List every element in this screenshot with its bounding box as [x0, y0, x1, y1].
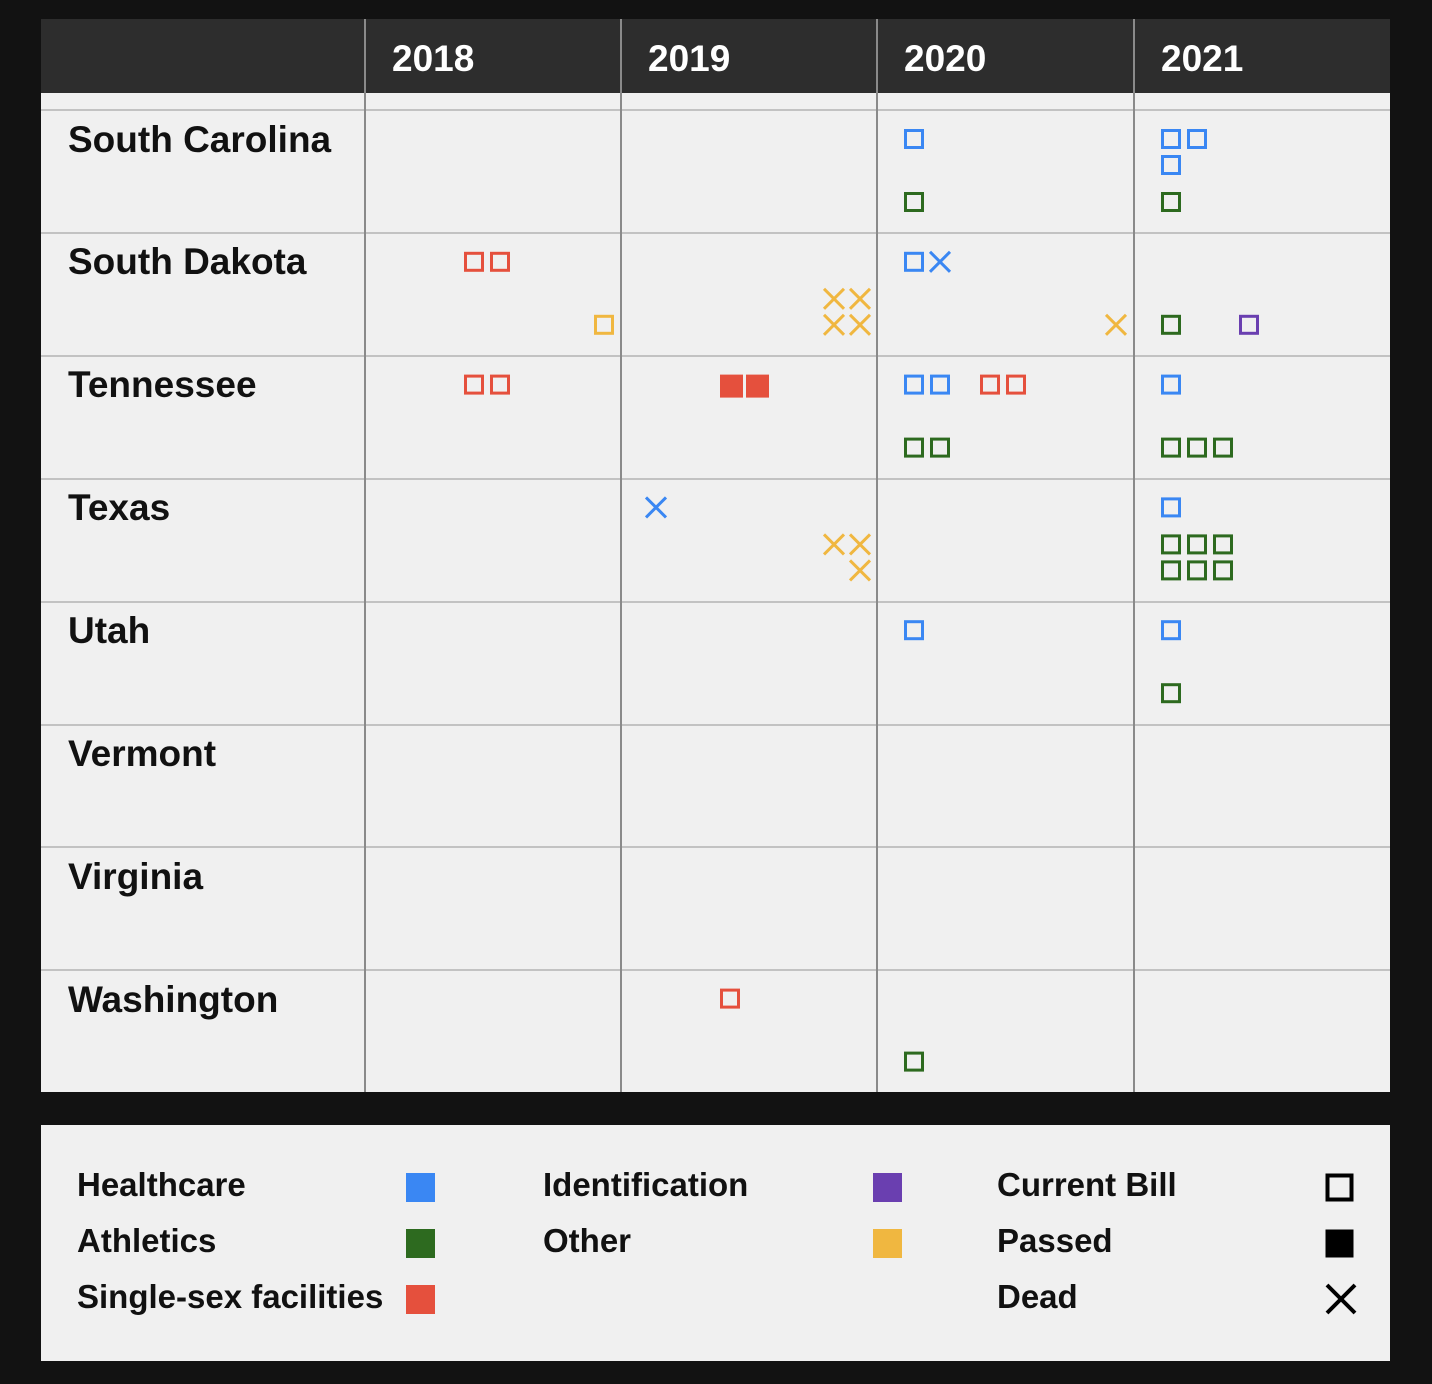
bill-mark-south-dakota-2018-facilities-current	[490, 251, 510, 272]
row-divider	[41, 355, 1390, 357]
bill-mark-south-dakota-2019-other-dead	[822, 313, 846, 336]
state-label-south-carolina: South Carolina	[68, 119, 332, 160]
bill-mark-tennessee-2019-facilities-passed	[720, 374, 743, 398]
year-label-2020: 2020	[904, 38, 987, 79]
bill-mark-washington-2019-facilities-current	[720, 988, 740, 1009]
legend: Healthcare Athletics Single-sex faciliti…	[41, 1125, 1390, 1361]
row-divider	[41, 109, 1390, 111]
year-label-2019: 2019	[648, 38, 731, 79]
bill-mark-tennessee-2021-athletics-current	[1213, 437, 1233, 458]
bill-mark-tennessee-2020-athletics-current	[904, 437, 924, 458]
bill-mark-texas-2019-other-dead	[848, 559, 872, 582]
state-label-south-dakota: South Dakota	[68, 241, 307, 282]
row-divider	[41, 478, 1390, 480]
state-label-vermont: Vermont	[68, 733, 217, 774]
state-label-tennessee: Tennessee	[68, 364, 257, 405]
state-label-virginia: Virginia	[68, 856, 204, 897]
bill-mark-south-dakota-2019-other-dead	[848, 313, 872, 336]
legend-swatch-other	[873, 1229, 902, 1258]
legend-swatch-athletics	[406, 1229, 435, 1258]
bill-mark-texas-2021-athletics-current	[1213, 534, 1233, 555]
row-divider	[41, 724, 1390, 726]
bill-mark-south-carolina-2021-healthcare-current	[1161, 129, 1181, 149]
bill-mark-south-dakota-2019-other-dead	[848, 287, 872, 310]
row-divider	[41, 969, 1390, 971]
bill-mark-south-dakota-2019-other-dead	[822, 287, 846, 310]
bill-mark-washington-2020-athletics-current	[904, 1051, 924, 1072]
bill-mark-south-carolina-2020-healthcare-current	[904, 129, 924, 149]
bill-marks-layer	[464, 129, 1259, 1072]
state-label-texas: Texas	[68, 487, 171, 528]
bill-mark-texas-2021-athletics-current	[1187, 534, 1207, 555]
bill-mark-south-dakota-2020-other-dead	[1104, 313, 1128, 336]
column-divider	[364, 19, 366, 1092]
open-square-icon	[1325, 1173, 1354, 1202]
legend-label-passed: Passed	[997, 1222, 1113, 1259]
bill-mark-tennessee-2021-athletics-current	[1161, 437, 1181, 458]
legend-label-dead: Dead	[997, 1278, 1078, 1315]
bill-mark-south-dakota-2018-facilities-current	[464, 251, 484, 272]
bill-mark-tennessee-2020-healthcare-current	[930, 374, 950, 395]
bill-mark-south-dakota-2020-healthcare-dead	[928, 250, 952, 273]
bill-mark-tennessee-2019-facilities-passed	[746, 374, 769, 398]
legend-swatch-facilities	[406, 1285, 435, 1314]
row-divider	[41, 601, 1390, 603]
bill-mark-south-carolina-2021-healthcare-current	[1187, 129, 1207, 149]
row-divider	[41, 846, 1390, 848]
legend-swatch-healthcare	[406, 1173, 435, 1202]
bill-mark-tennessee-2021-athletics-current	[1187, 437, 1207, 458]
year-label-2021: 2021	[1161, 38, 1244, 79]
bill-mark-south-carolina-2020-athletics-current	[904, 192, 924, 212]
column-divider	[620, 19, 622, 1092]
bill-mark-texas-2021-athletics-current	[1161, 534, 1181, 555]
bill-mark-texas-2019-other-dead	[822, 533, 846, 556]
bill-mark-texas-2019-healthcare-dead	[644, 496, 668, 519]
bill-mark-texas-2021-healthcare-current	[1161, 497, 1181, 518]
bill-mark-tennessee-2020-facilities-current	[1006, 374, 1026, 395]
bill-mark-south-dakota-2018-other-current	[594, 314, 614, 335]
bill-mark-texas-2021-athletics-current	[1161, 560, 1181, 581]
state-label-washington: Washington	[68, 979, 279, 1020]
bill-mark-south-dakota-2021-identification-current	[1239, 314, 1259, 335]
bill-mark-utah-2021-healthcare-current	[1161, 620, 1181, 641]
bill-mark-tennessee-2020-facilities-current	[980, 374, 1000, 395]
legend-label-healthcare: Healthcare	[77, 1166, 246, 1203]
legend-label-other: Other	[543, 1222, 632, 1259]
year-header-bar: 2018 2019 2020 2021	[41, 19, 1390, 93]
column-divider	[1133, 19, 1135, 1092]
x-icon	[1325, 1283, 1357, 1315]
bill-mark-tennessee-2018-facilities-current	[490, 374, 510, 395]
bill-mark-tennessee-2021-healthcare-current	[1161, 374, 1181, 395]
bill-mark-tennessee-2020-athletics-current	[930, 437, 950, 458]
bill-tracker-grid: 2018 2019 2020 2021 South Carolina South…	[41, 19, 1390, 1092]
bill-mark-south-carolina-2021-healthcare-current	[1161, 155, 1181, 175]
bill-mark-texas-2021-athletics-current	[1187, 560, 1207, 581]
legend-label-identification: Identification	[543, 1166, 749, 1203]
legend-label-facilities: Single-sex facilities	[77, 1278, 384, 1315]
bill-mark-tennessee-2020-healthcare-current	[904, 374, 924, 395]
legend-label-athletics: Athletics	[77, 1222, 217, 1259]
bill-mark-south-dakota-2020-healthcare-current	[904, 251, 924, 272]
bill-mark-tennessee-2018-facilities-current	[464, 374, 484, 395]
bill-mark-south-carolina-2021-athletics-current	[1161, 192, 1181, 212]
bill-mark-utah-2021-athletics-current	[1161, 683, 1181, 704]
bill-mark-texas-2019-other-dead	[848, 533, 872, 556]
column-divider	[876, 19, 878, 1092]
filled-square-icon	[1325, 1229, 1354, 1258]
legend-swatch-identification	[873, 1173, 902, 1202]
row-divider	[41, 232, 1390, 234]
bill-mark-texas-2021-athletics-current	[1213, 560, 1233, 581]
bill-mark-south-dakota-2021-athletics-current	[1161, 314, 1181, 335]
legend-label-current-bill: Current Bill	[997, 1166, 1177, 1203]
bill-mark-utah-2020-healthcare-current	[904, 620, 924, 641]
year-label-2018: 2018	[392, 38, 475, 79]
state-label-utah: Utah	[68, 610, 151, 651]
